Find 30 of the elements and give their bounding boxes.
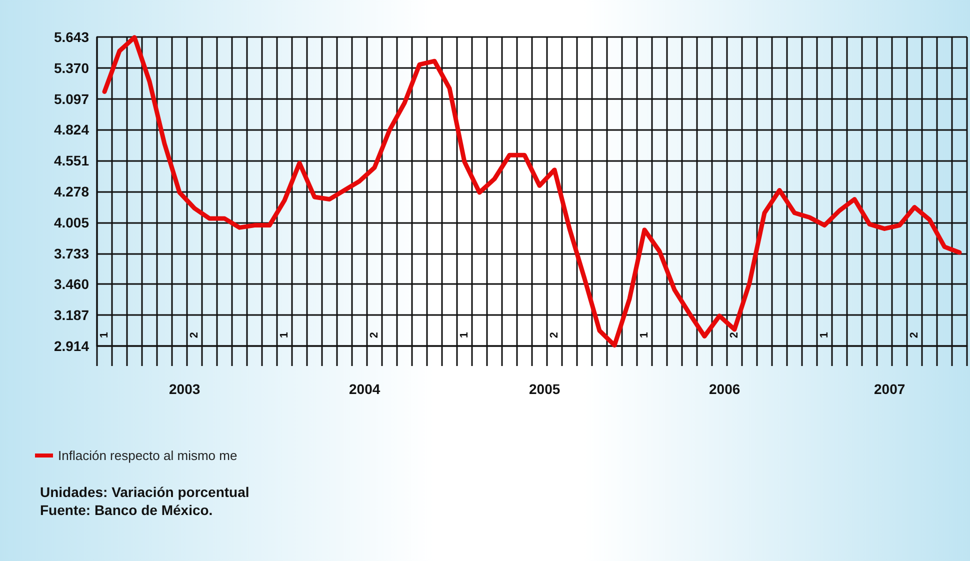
x-tick-label: 1 xyxy=(458,332,470,338)
x-tick-label: 1 xyxy=(278,332,290,338)
y-tick-label: 3.733 xyxy=(54,245,90,262)
x-tick-label: 2 xyxy=(188,332,200,338)
x-tick-label: 1 xyxy=(98,332,110,338)
text: 2003 xyxy=(169,381,200,397)
source-note: Fuente: Banco de México. xyxy=(40,502,213,518)
text: 2005 xyxy=(529,381,560,397)
line-series xyxy=(102,35,962,348)
text: 2006 xyxy=(709,381,740,397)
y-tick-label: 5.370 xyxy=(54,60,90,76)
x-tick-label: 1 xyxy=(818,332,830,338)
text: 2007 xyxy=(874,381,906,397)
y-tick-label: 3.460 xyxy=(54,276,90,292)
y-tick-label: 2.914 xyxy=(54,338,90,354)
y-tick-label: 4.005 xyxy=(54,214,90,230)
x-tick-label: 2 xyxy=(728,332,740,338)
y-tick-label: 4.278 xyxy=(54,184,90,200)
x-tick-label: 1 xyxy=(638,332,650,338)
y-tick-label: 5.097 xyxy=(54,90,90,107)
legend-label: Inflación respecto al mismo me xyxy=(58,448,238,463)
y-tick-label: 5.643 xyxy=(54,29,90,45)
text: 2004 xyxy=(349,381,380,397)
y-tick-label: 4.551 xyxy=(54,152,90,169)
x-tick-label: 2 xyxy=(908,332,920,338)
x-tick-label: 2 xyxy=(368,332,380,338)
text: Unidades: Variación porcentual xyxy=(40,484,250,500)
y-tick-label: 4.824 xyxy=(54,122,90,138)
y-tick-label: 3.187 xyxy=(54,307,90,324)
x-tick-label: 2 xyxy=(548,332,560,338)
